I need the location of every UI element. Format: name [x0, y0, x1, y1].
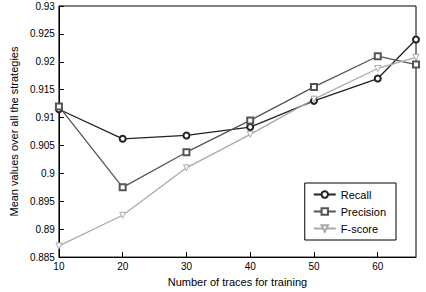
svg-text:40: 40	[245, 261, 257, 272]
svg-text:Mean values over all the strat: Mean values over all the strategies	[8, 46, 20, 216]
svg-text:20: 20	[117, 261, 129, 272]
svg-text:0.895: 0.895	[30, 196, 55, 207]
svg-text:50: 50	[308, 261, 320, 272]
svg-text:10: 10	[53, 261, 65, 272]
svg-text:0.925: 0.925	[30, 28, 55, 39]
svg-text:F-score: F-score	[341, 223, 378, 235]
svg-text:Recall: Recall	[341, 189, 372, 201]
svg-text:0.91: 0.91	[35, 112, 55, 123]
svg-text:0.885: 0.885	[30, 252, 55, 263]
svg-text:Precision: Precision	[341, 206, 386, 218]
svg-text:60: 60	[372, 261, 384, 272]
svg-text:0.9: 0.9	[41, 168, 55, 179]
svg-text:0.93: 0.93	[35, 1, 55, 12]
svg-text:0.92: 0.92	[35, 56, 55, 67]
svg-text:0.89: 0.89	[35, 224, 55, 235]
svg-text:30: 30	[181, 261, 193, 272]
svg-text:Number of traces for training: Number of traces for training	[168, 276, 307, 288]
svg-text:0.915: 0.915	[30, 84, 55, 95]
svg-text:0.905: 0.905	[30, 140, 55, 151]
